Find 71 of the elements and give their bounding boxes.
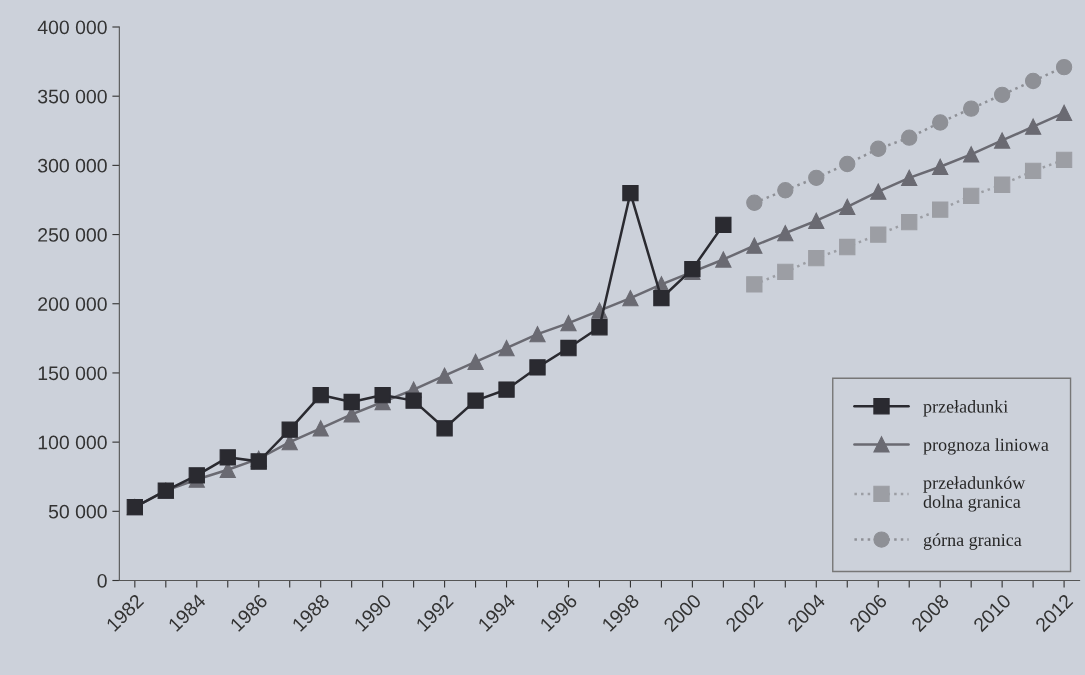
point xyxy=(993,86,1011,103)
point xyxy=(591,319,608,336)
point xyxy=(1055,104,1073,121)
point xyxy=(932,158,949,175)
point xyxy=(653,290,670,307)
point xyxy=(1055,151,1073,168)
y-tick-label: 50 000 xyxy=(48,504,107,519)
y-tick-label: 350 000 xyxy=(38,89,107,104)
point xyxy=(715,216,732,234)
point xyxy=(901,129,918,146)
y-tick-label: 300 000 xyxy=(38,158,107,173)
point xyxy=(963,100,980,117)
y-tick-label: 150 000 xyxy=(38,366,107,381)
point xyxy=(901,213,918,231)
point xyxy=(467,353,484,371)
point xyxy=(808,249,825,267)
legend-label: przeładunków dolna granica xyxy=(923,476,1026,512)
point xyxy=(777,182,794,199)
point xyxy=(870,226,887,243)
point xyxy=(622,184,639,202)
point xyxy=(188,467,205,484)
point xyxy=(529,359,546,376)
point xyxy=(1024,162,1042,180)
y-tick-label: 400 000 xyxy=(37,20,107,35)
point xyxy=(560,339,577,357)
point xyxy=(1055,58,1073,76)
legend-label: przeładunki xyxy=(923,400,1008,417)
point xyxy=(281,421,298,438)
point xyxy=(839,155,856,173)
point xyxy=(529,326,546,343)
point xyxy=(560,314,577,332)
point xyxy=(932,114,949,131)
point xyxy=(374,386,391,404)
point xyxy=(1024,72,1042,90)
point xyxy=(405,392,422,409)
point xyxy=(963,146,980,163)
point xyxy=(746,237,763,254)
point xyxy=(343,393,360,411)
point xyxy=(901,169,918,186)
legend-label: górna granica xyxy=(923,533,1022,550)
point xyxy=(467,392,484,409)
point xyxy=(436,420,453,437)
point xyxy=(808,169,825,186)
point xyxy=(993,132,1011,149)
point xyxy=(746,194,763,211)
point xyxy=(312,420,329,437)
point xyxy=(839,238,856,256)
point xyxy=(312,386,329,404)
point xyxy=(746,276,763,293)
point xyxy=(1024,118,1042,135)
point xyxy=(932,201,949,218)
point xyxy=(219,449,236,466)
point xyxy=(622,290,639,307)
point xyxy=(498,381,515,398)
point xyxy=(870,183,887,200)
point xyxy=(808,212,825,229)
y-tick-label: 100 000 xyxy=(38,435,107,450)
point xyxy=(963,187,980,204)
point xyxy=(777,263,794,281)
y-tick-label: 200 000 xyxy=(38,297,107,311)
point xyxy=(250,453,267,470)
point xyxy=(870,140,887,157)
legend-label: prognoza liniowa xyxy=(923,438,1049,455)
point xyxy=(436,367,453,384)
point xyxy=(993,176,1011,193)
y-tick-label: 0 xyxy=(97,573,107,588)
point xyxy=(498,339,515,357)
point xyxy=(839,198,856,216)
point xyxy=(777,225,794,242)
point xyxy=(715,251,732,268)
y-tick-label: 250 000 xyxy=(38,228,107,242)
